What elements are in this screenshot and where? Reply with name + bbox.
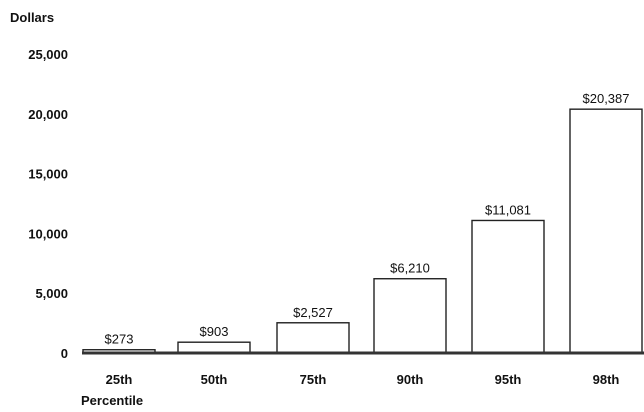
y-tick-label: 20,000 (28, 107, 68, 122)
x-tick-label: 25th (106, 372, 133, 387)
y-tick-label: 0 (61, 346, 68, 361)
bar-90th (373, 278, 447, 354)
y-tick-label: 5,000 (35, 286, 68, 301)
y-tick-label: 10,000 (28, 226, 68, 241)
data-label: $903 (200, 324, 229, 339)
y-axis-ticks: 0 5,000 10,000 15,000 20,000 25,000 (28, 47, 68, 361)
data-labels: $273 $903 $2,527 $6,210 $11,081 $20,387 (105, 91, 630, 347)
bars (82, 108, 643, 354)
data-label: $6,210 (390, 261, 430, 276)
data-label: $20,387 (583, 91, 630, 106)
data-label: $2,527 (293, 305, 333, 320)
x-tick-label: 90th (397, 372, 424, 387)
x-axis-title: Percentile (81, 393, 143, 408)
bar-75th (276, 322, 350, 354)
y-tick-label: 25,000 (28, 47, 68, 62)
y-axis-title: Dollars (10, 10, 54, 25)
data-label: $273 (105, 332, 134, 347)
x-tick-label: 50th (201, 372, 228, 387)
bar-95th (471, 219, 545, 354)
x-axis-ticks: 25th 50th 75th 90th 95th 98th (106, 372, 620, 387)
x-tick-label: 75th (300, 372, 327, 387)
x-tick-label: 98th (593, 372, 620, 387)
y-tick-label: 15,000 (28, 167, 68, 182)
x-tick-label: 95th (495, 372, 522, 387)
bar-50th (177, 341, 251, 354)
data-label: $11,081 (485, 202, 531, 217)
bar-98th (569, 108, 643, 354)
